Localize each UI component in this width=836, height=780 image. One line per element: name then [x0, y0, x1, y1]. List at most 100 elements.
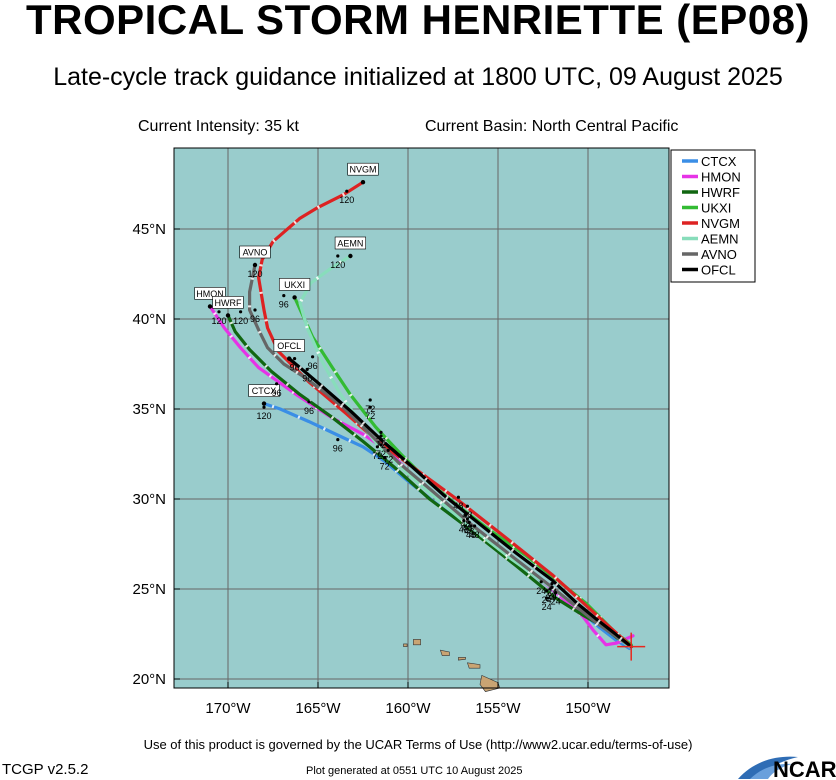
- track-name-label: OFCL: [277, 341, 301, 351]
- forecast-hour-label: 48: [461, 519, 471, 529]
- forecast-hour-dot: [550, 585, 554, 589]
- legend-label-aemn: AEMN: [701, 232, 739, 247]
- x-tick-label: 150°W: [565, 700, 611, 717]
- x-tick-label: 170°W: [205, 700, 251, 717]
- forecast-hour-label: 24: [542, 595, 552, 605]
- forecast-hour-label: 72: [372, 451, 382, 461]
- track-tick-hmon: [208, 305, 634, 647]
- current-intensity: Current Intensity: 35 kt: [138, 118, 299, 135]
- forecast-hour-dot: [464, 513, 468, 517]
- forecast-hour-dot: [375, 445, 379, 449]
- track-name-label: HWRF: [215, 298, 242, 308]
- island: [403, 643, 408, 647]
- track-name-box: [239, 245, 271, 259]
- track-name-label: AVNO: [243, 248, 268, 258]
- forecast-hour-label: 96: [250, 314, 260, 324]
- ocean-background: [174, 148, 669, 688]
- forecast-hour-label: 72: [383, 454, 393, 464]
- forecast-hour-dot: [462, 519, 466, 523]
- track-name-label: CTCX: [252, 386, 277, 396]
- track-end-dot: [261, 401, 267, 406]
- forecast-hour-dot: [275, 382, 279, 386]
- forecast-hour-label: 24: [551, 597, 561, 607]
- track-end-dot: [287, 356, 292, 361]
- forecast-hour-label: 96: [304, 406, 314, 416]
- forecast-hour-dot: [293, 357, 297, 361]
- forecast-hour-label: 96: [308, 361, 318, 371]
- legend-label-ukxi: UKXI: [701, 201, 731, 216]
- forecast-hour-label: 120: [330, 260, 345, 270]
- forecast-hour-label: 48: [466, 530, 476, 540]
- track-end-dot: [292, 295, 297, 300]
- forecast-hour-label: 72: [380, 462, 390, 472]
- forecast-hour-dot: [386, 448, 390, 452]
- forecast-hour-dot: [336, 438, 340, 442]
- chart-title: TROPICAL STORM HENRIETTE (EP08): [25, 0, 811, 43]
- forecast-hour-label: 24: [547, 591, 557, 601]
- legend-label-hwrf: HWRF: [701, 185, 740, 200]
- y-tick-label: 45°N: [132, 221, 166, 238]
- ncar-logo: NCAR: [738, 756, 836, 780]
- island: [413, 639, 421, 646]
- terms-of-use: Use of this product is governed by the U…: [143, 737, 693, 752]
- forecast-hour-label: 48: [470, 530, 480, 540]
- x-tick-label: 165°W: [295, 700, 341, 717]
- forecast-hour-label: 120: [211, 316, 226, 326]
- x-tick-label: 160°W: [385, 700, 431, 717]
- track-name-label: NVGM: [350, 165, 377, 175]
- island: [458, 657, 466, 661]
- current-basin: Current Basin: North Central Pacific: [425, 118, 679, 135]
- forecast-hour-dot: [282, 294, 286, 298]
- y-tick-label: 35°N: [132, 401, 166, 418]
- y-tick-label: 40°N: [132, 311, 166, 328]
- forecast-hour-label: 120: [233, 316, 248, 326]
- x-tick-label: 155°W: [475, 700, 521, 717]
- track-name-box: [212, 296, 244, 309]
- track-name-label: UKXI: [284, 280, 305, 290]
- forecast-hour-label: 96: [333, 444, 343, 454]
- forecast-hour-label: 96: [302, 373, 312, 383]
- generated-timestamp: Plot generated at 0551 UTC 10 August 202…: [306, 765, 523, 777]
- forecast-hour-dot: [217, 310, 221, 314]
- forecast-hour-dot: [307, 400, 311, 404]
- island: [439, 649, 450, 656]
- version-label: TCGP v2.5.2: [2, 761, 89, 778]
- forecast-hour-label: 72: [376, 440, 386, 450]
- plot-frame: [173, 147, 670, 689]
- track-name-label: AEMN: [337, 239, 363, 249]
- forecast-hour-dot: [305, 367, 309, 371]
- island: [466, 662, 481, 669]
- forecast-hour-label: 24: [536, 586, 546, 596]
- forecast-hour-dot: [383, 456, 387, 460]
- forecast-hour-dot: [239, 310, 243, 314]
- forecast-hour-dot: [554, 591, 558, 595]
- track-name-box: [347, 162, 379, 176]
- track-name-box: [278, 278, 311, 291]
- forecast-hour-dot: [336, 254, 340, 258]
- legend-label-hmon: HMON: [701, 170, 741, 185]
- forecast-hour-dot: [469, 524, 473, 528]
- chart-subtitle: Late-cycle track guidance initialized at…: [53, 63, 783, 91]
- forecast-hour-label: 120: [339, 195, 354, 205]
- forecast-hour-dot: [253, 308, 257, 312]
- forecast-hour-dot: [368, 398, 372, 402]
- track-end-dot: [207, 304, 213, 309]
- forecast-hour-dot: [550, 582, 554, 586]
- forecast-hour-label: 48: [453, 501, 463, 511]
- forecast-hour-label: 72: [365, 411, 375, 421]
- y-tick-label: 30°N: [132, 491, 166, 508]
- forecast-hour-dot: [539, 580, 543, 584]
- forecast-hour-label: 24: [547, 591, 557, 601]
- forecast-hour-label: 24: [542, 602, 552, 612]
- svg-text:NCAR: NCAR: [773, 757, 836, 780]
- legend-box: [670, 149, 756, 283]
- forecast-hour-dot: [473, 524, 477, 528]
- forecast-hour-label: 72: [365, 404, 375, 414]
- forecast-hour-label: 96: [290, 363, 300, 373]
- legend-label-ofcl: OFCL: [701, 263, 736, 278]
- y-tick-label: 25°N: [132, 581, 166, 598]
- legend-label-ctcx: CTCX: [701, 154, 737, 169]
- forecast-hour-label: 120: [247, 269, 262, 279]
- legend-label-nvgm: NVGM: [701, 216, 740, 231]
- forecast-hour-label: 24: [545, 593, 555, 603]
